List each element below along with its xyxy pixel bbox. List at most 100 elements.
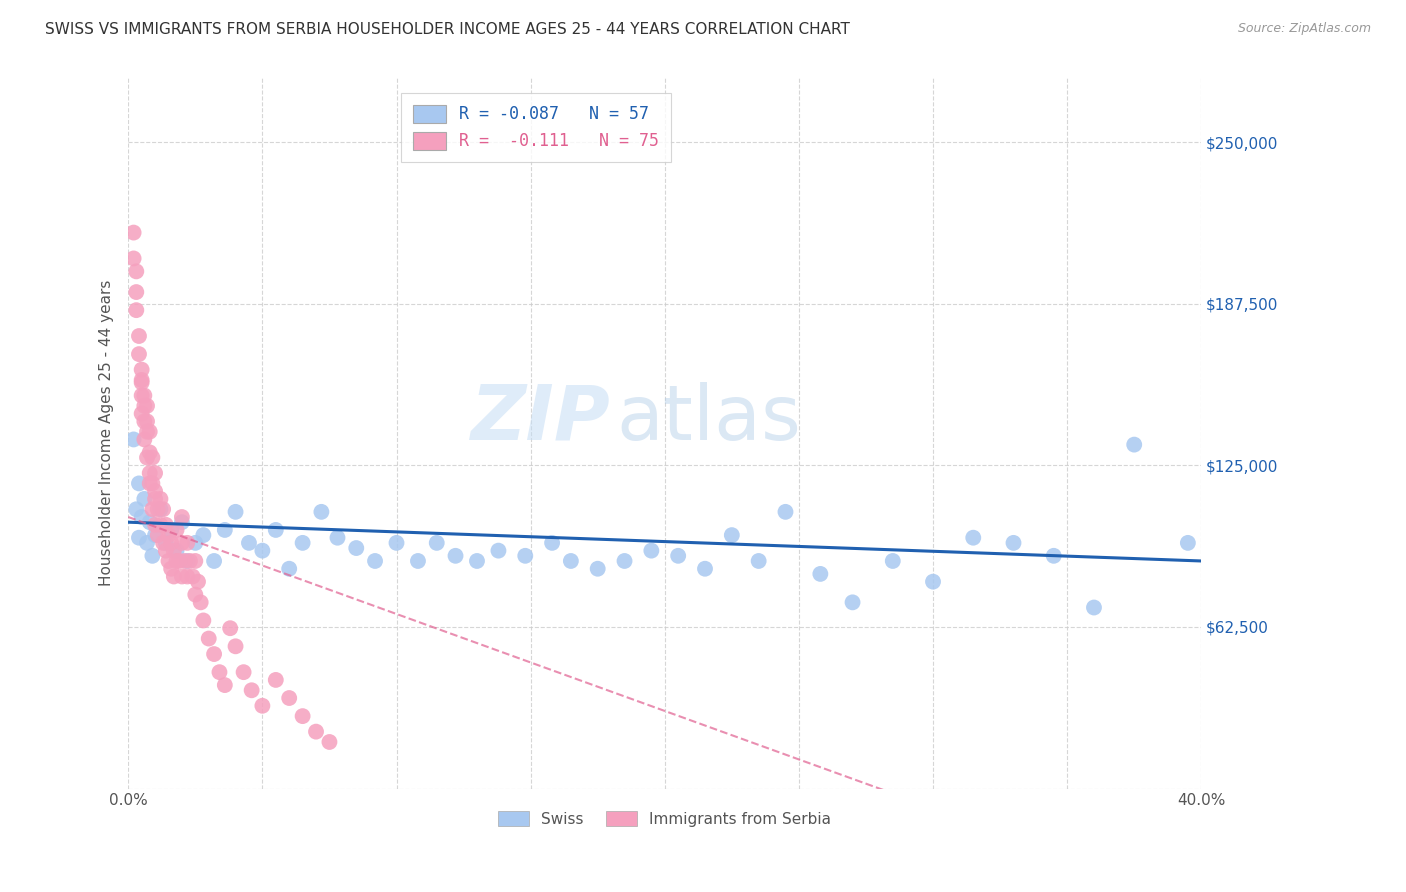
Point bbox=[149, 517, 172, 532]
Point bbox=[841, 595, 863, 609]
Point bbox=[134, 399, 156, 413]
Point bbox=[122, 433, 145, 447]
Point bbox=[693, 562, 716, 576]
Point bbox=[143, 491, 166, 506]
Point bbox=[318, 735, 340, 749]
Point bbox=[131, 373, 153, 387]
Point bbox=[157, 554, 180, 568]
Point bbox=[1002, 536, 1025, 550]
Point bbox=[326, 531, 349, 545]
Point bbox=[138, 515, 160, 529]
Point bbox=[278, 691, 301, 706]
Point bbox=[122, 226, 145, 240]
Point bbox=[225, 505, 247, 519]
Point bbox=[152, 502, 174, 516]
Point bbox=[305, 724, 328, 739]
Point bbox=[179, 554, 201, 568]
Point bbox=[152, 536, 174, 550]
Point bbox=[252, 698, 274, 713]
Point bbox=[214, 678, 236, 692]
Point bbox=[666, 549, 689, 563]
Point bbox=[232, 665, 254, 680]
Point bbox=[240, 683, 263, 698]
Point bbox=[141, 549, 163, 563]
Point bbox=[173, 554, 195, 568]
Point bbox=[131, 376, 153, 390]
Point bbox=[170, 536, 193, 550]
Point bbox=[131, 510, 153, 524]
Point bbox=[128, 531, 150, 545]
Point bbox=[138, 476, 160, 491]
Point bbox=[586, 562, 609, 576]
Point bbox=[136, 414, 159, 428]
Point bbox=[163, 569, 186, 583]
Point bbox=[291, 536, 314, 550]
Point bbox=[166, 523, 188, 537]
Point bbox=[125, 264, 148, 278]
Point bbox=[882, 554, 904, 568]
Point bbox=[141, 476, 163, 491]
Point bbox=[146, 528, 169, 542]
Point bbox=[134, 491, 156, 506]
Point bbox=[193, 528, 215, 542]
Point bbox=[134, 414, 156, 428]
Point bbox=[515, 549, 537, 563]
Point bbox=[252, 543, 274, 558]
Point bbox=[155, 543, 177, 558]
Point bbox=[225, 640, 247, 654]
Legend: Swiss, Immigrants from Serbia: Swiss, Immigrants from Serbia bbox=[491, 803, 839, 834]
Point bbox=[208, 665, 231, 680]
Point bbox=[146, 502, 169, 516]
Point bbox=[187, 574, 209, 589]
Point bbox=[311, 505, 333, 519]
Point bbox=[136, 536, 159, 550]
Point bbox=[444, 549, 467, 563]
Point bbox=[488, 543, 510, 558]
Point bbox=[128, 347, 150, 361]
Point bbox=[264, 523, 287, 537]
Point bbox=[176, 536, 198, 550]
Point bbox=[125, 502, 148, 516]
Point bbox=[962, 531, 984, 545]
Point bbox=[170, 569, 193, 583]
Point bbox=[190, 595, 212, 609]
Point bbox=[134, 388, 156, 402]
Text: SWISS VS IMMIGRANTS FROM SERBIA HOUSEHOLDER INCOME AGES 25 - 44 YEARS CORRELATIO: SWISS VS IMMIGRANTS FROM SERBIA HOUSEHOL… bbox=[45, 22, 849, 37]
Point bbox=[149, 491, 172, 506]
Point bbox=[214, 523, 236, 537]
Point bbox=[155, 517, 177, 532]
Point bbox=[141, 450, 163, 465]
Point bbox=[176, 569, 198, 583]
Point bbox=[143, 466, 166, 480]
Point bbox=[166, 554, 188, 568]
Point bbox=[202, 647, 225, 661]
Point bbox=[160, 536, 183, 550]
Point bbox=[138, 466, 160, 480]
Point bbox=[560, 554, 582, 568]
Point bbox=[406, 554, 429, 568]
Point bbox=[131, 388, 153, 402]
Point bbox=[128, 476, 150, 491]
Point bbox=[238, 536, 260, 550]
Point bbox=[125, 303, 148, 318]
Point bbox=[128, 329, 150, 343]
Point bbox=[640, 543, 662, 558]
Point bbox=[176, 554, 198, 568]
Text: atlas: atlas bbox=[616, 382, 801, 456]
Text: ZIP: ZIP bbox=[471, 382, 612, 456]
Text: Source: ZipAtlas.com: Source: ZipAtlas.com bbox=[1237, 22, 1371, 36]
Point bbox=[264, 673, 287, 687]
Point bbox=[184, 588, 207, 602]
Point bbox=[922, 574, 945, 589]
Point bbox=[426, 536, 449, 550]
Point bbox=[155, 536, 177, 550]
Point bbox=[149, 502, 172, 516]
Point bbox=[219, 621, 242, 635]
Point bbox=[141, 502, 163, 516]
Point bbox=[170, 515, 193, 529]
Point bbox=[157, 528, 180, 542]
Point bbox=[166, 543, 188, 558]
Point bbox=[160, 562, 183, 576]
Point bbox=[167, 554, 190, 568]
Point bbox=[131, 362, 153, 376]
